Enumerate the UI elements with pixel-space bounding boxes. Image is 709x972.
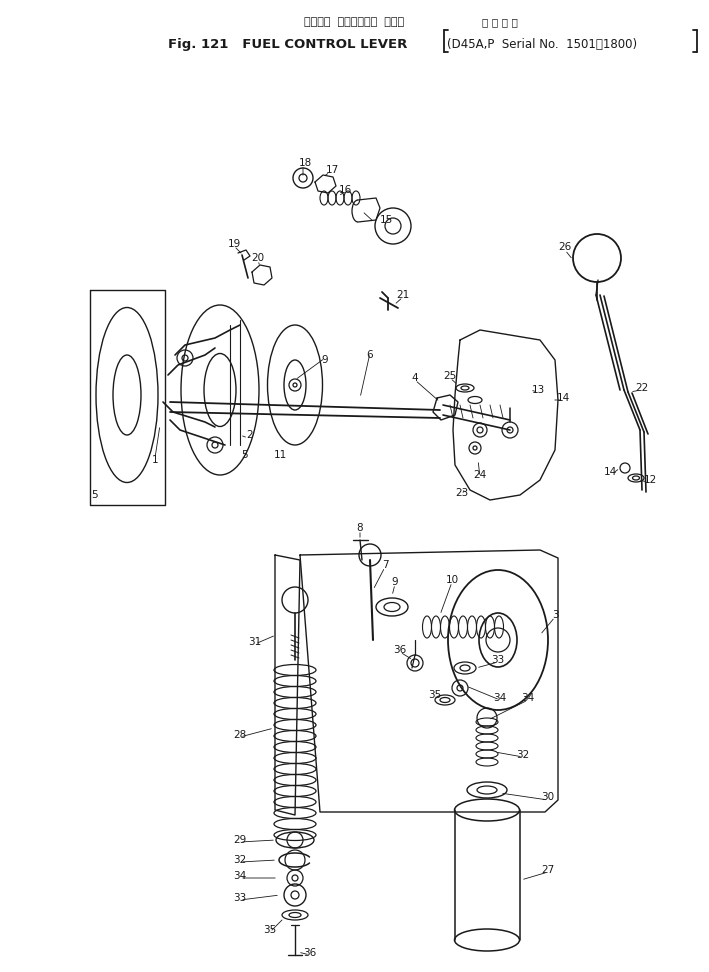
Text: 36: 36 [393, 645, 407, 655]
Text: 8: 8 [357, 523, 363, 533]
Text: 12: 12 [643, 475, 657, 485]
Text: 32: 32 [516, 750, 530, 760]
Text: フェエル  コントロール  レバー: フェエル コントロール レバー [304, 17, 404, 27]
Text: 30: 30 [542, 792, 554, 802]
Text: 27: 27 [542, 865, 554, 875]
Text: (D45A,P  Serial No.  1501～1800): (D45A,P Serial No. 1501～1800) [447, 38, 637, 51]
Text: 21: 21 [396, 290, 410, 300]
Text: 23: 23 [455, 488, 469, 498]
Text: 35: 35 [263, 925, 277, 935]
Text: 適 用 号 機: 適 用 号 機 [482, 17, 518, 27]
Text: 28: 28 [233, 730, 247, 740]
Text: 24: 24 [474, 470, 486, 480]
Text: 18: 18 [298, 158, 312, 168]
Text: 9: 9 [322, 355, 328, 365]
Text: 10: 10 [445, 575, 459, 585]
Text: 9: 9 [391, 577, 398, 587]
Text: 35: 35 [428, 690, 442, 700]
Text: 15: 15 [379, 215, 393, 225]
Text: 5: 5 [91, 490, 99, 500]
Text: 34: 34 [493, 693, 507, 703]
Text: 17: 17 [325, 165, 339, 175]
Text: Fig. 121   FUEL CONTROL LEVER: Fig. 121 FUEL CONTROL LEVER [168, 38, 408, 51]
Text: 26: 26 [559, 242, 571, 252]
Text: 1: 1 [152, 455, 158, 465]
Text: 25: 25 [443, 371, 457, 381]
Text: 16: 16 [338, 185, 352, 195]
Text: 33: 33 [491, 655, 505, 665]
Text: 34: 34 [233, 871, 247, 881]
Text: 6: 6 [367, 350, 374, 360]
Text: 33: 33 [233, 893, 247, 903]
Text: 7: 7 [381, 560, 389, 570]
Text: 34: 34 [521, 693, 535, 703]
Text: 20: 20 [252, 253, 264, 263]
Text: 22: 22 [635, 383, 649, 393]
Text: 11: 11 [274, 450, 286, 460]
Text: 32: 32 [233, 855, 247, 865]
Text: 31: 31 [248, 637, 262, 647]
Text: 13: 13 [531, 385, 545, 395]
Text: 36: 36 [303, 948, 317, 958]
Text: 3: 3 [552, 610, 558, 620]
Text: 19: 19 [228, 239, 240, 249]
Text: 4: 4 [412, 373, 418, 383]
Text: 5: 5 [242, 450, 248, 460]
Text: 2: 2 [247, 430, 253, 440]
Text: 14: 14 [557, 393, 569, 403]
Text: 14: 14 [603, 467, 617, 477]
Text: 29: 29 [233, 835, 247, 845]
